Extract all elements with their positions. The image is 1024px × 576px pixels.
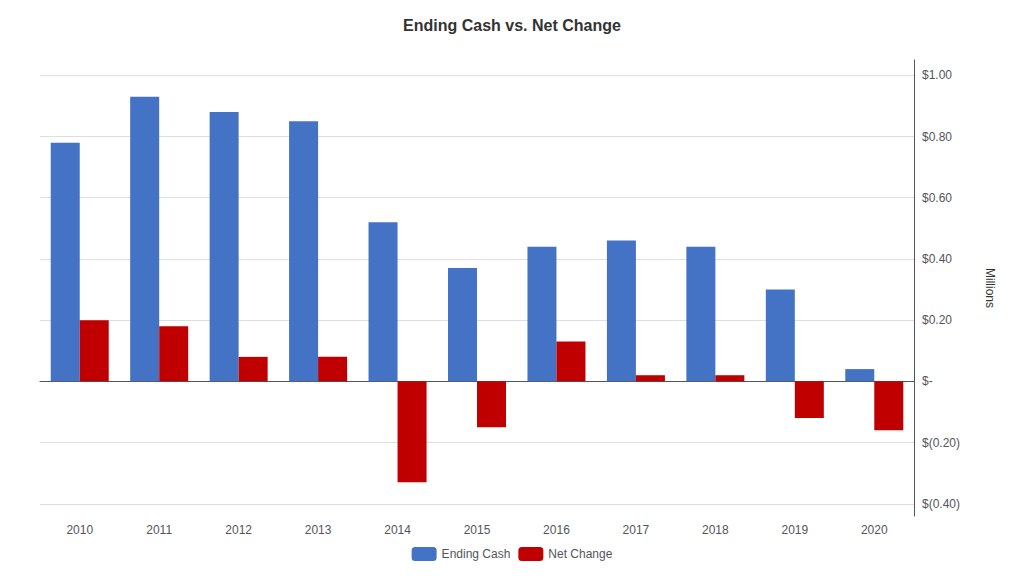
svg-text:2013: 2013 (305, 523, 332, 537)
svg-text:$0.40: $0.40 (922, 252, 952, 266)
svg-text:2016: 2016 (543, 523, 570, 537)
svg-text:2017: 2017 (623, 523, 650, 537)
svg-text:Net Change: Net Change (548, 547, 612, 561)
svg-text:$1.00: $1.00 (922, 68, 952, 82)
svg-text:2014: 2014 (384, 523, 411, 537)
svg-text:Ending Cash vs. Net Change: Ending Cash vs. Net Change (403, 17, 621, 34)
svg-text:$0.60: $0.60 (922, 191, 952, 205)
svg-text:2019: 2019 (781, 523, 808, 537)
svg-text:2018: 2018 (702, 523, 729, 537)
svg-text:$0.80: $0.80 (922, 130, 952, 144)
svg-text:$-: $- (922, 374, 933, 388)
svg-text:$(0.20): $(0.20) (922, 436, 960, 450)
svg-text:2010: 2010 (66, 523, 93, 537)
svg-text:Millions: Millions (983, 268, 997, 308)
svg-text:2012: 2012 (225, 523, 252, 537)
svg-text:$0.20: $0.20 (922, 313, 952, 327)
svg-text:$(0.40): $(0.40) (922, 497, 960, 511)
svg-text:Ending Cash: Ending Cash (442, 547, 511, 561)
svg-text:2011: 2011 (146, 523, 172, 537)
svg-text:2015: 2015 (464, 523, 491, 537)
svg-text:2020: 2020 (861, 523, 888, 537)
